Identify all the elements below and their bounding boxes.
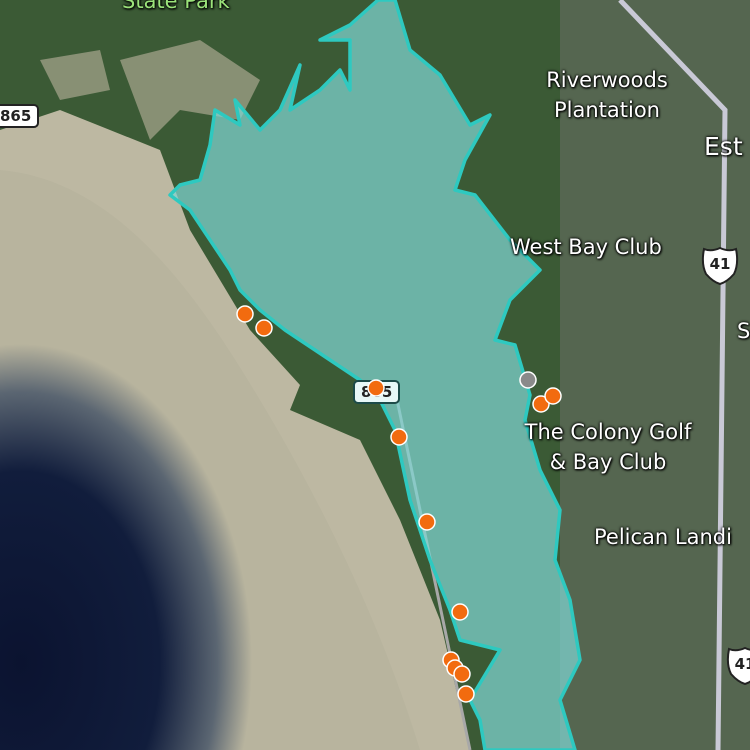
colony-label-line1: The Colony Golf (524, 420, 692, 444)
map-markers (236, 305, 562, 703)
riverwoods-label-line2: Plantation (553, 98, 660, 122)
marker[interactable] (236, 305, 254, 323)
estero-label: Est (704, 132, 743, 161)
gulf-water (0, 170, 420, 750)
us41-road (618, 0, 728, 750)
region-boundary[interactable] (168, 0, 582, 750)
s-label-fragment: S (737, 319, 750, 343)
marker[interactable] (418, 513, 436, 531)
us41-shield-top: 41 (701, 246, 739, 286)
colony-label-line2: & Bay Club (549, 450, 667, 474)
us41-number: 41 (709, 255, 731, 273)
cr865-shield: 865 (0, 104, 40, 128)
marker[interactable] (255, 319, 273, 337)
marker[interactable] (390, 428, 408, 446)
marker-inactive[interactable] (519, 371, 537, 389)
marker[interactable] (544, 387, 562, 405)
marker[interactable] (457, 685, 475, 703)
marker[interactable] (532, 395, 550, 413)
tidal-flats (40, 40, 260, 140)
marker[interactable] (453, 665, 471, 683)
us41-number: 41 (734, 655, 750, 673)
park-label: State Park (122, 0, 230, 13)
riverwoods-label-line1: Riverwoods (546, 68, 668, 92)
us41-shield-bottom: 41 (726, 646, 750, 686)
cr865-shield-center: 865 (353, 380, 401, 404)
west-bay-club-label: West Bay Club (510, 235, 662, 259)
us-route-shield-icon (701, 246, 739, 286)
us-route-shield-icon (726, 646, 750, 686)
marker[interactable] (451, 603, 469, 621)
pelican-landing-label: Pelican Landi (594, 525, 732, 549)
